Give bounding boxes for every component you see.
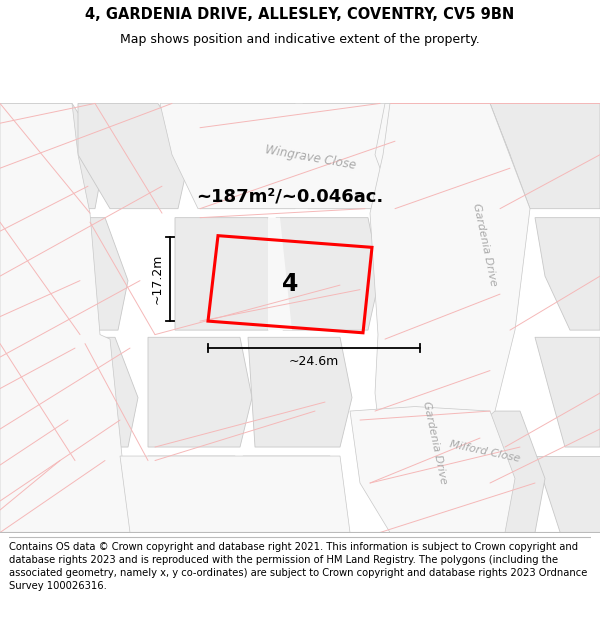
Text: ~24.6m: ~24.6m: [289, 355, 339, 368]
Polygon shape: [48, 456, 130, 532]
Polygon shape: [420, 411, 545, 532]
Polygon shape: [0, 103, 133, 532]
Polygon shape: [276, 217, 380, 330]
Polygon shape: [78, 103, 190, 209]
Polygon shape: [243, 456, 340, 532]
Polygon shape: [160, 103, 500, 209]
Text: Wingrave Close: Wingrave Close: [263, 143, 356, 172]
Polygon shape: [120, 456, 350, 532]
Text: 4, GARDENIA DRIVE, ALLESLEY, COVENTRY, CV5 9BN: 4, GARDENIA DRIVE, ALLESLEY, COVENTRY, C…: [85, 7, 515, 22]
Polygon shape: [535, 338, 600, 447]
Polygon shape: [370, 103, 530, 483]
Polygon shape: [0, 103, 105, 209]
Text: Contains OS data © Crown copyright and database right 2021. This information is : Contains OS data © Crown copyright and d…: [9, 542, 587, 591]
Polygon shape: [200, 103, 310, 209]
Polygon shape: [535, 456, 600, 532]
Text: ~17.2m: ~17.2m: [151, 254, 163, 304]
Polygon shape: [268, 217, 292, 330]
Text: ~187m²/~0.046ac.: ~187m²/~0.046ac.: [196, 188, 383, 206]
Polygon shape: [303, 103, 395, 209]
Polygon shape: [0, 456, 60, 532]
Text: Gardenia Drive: Gardenia Drive: [421, 400, 449, 485]
Polygon shape: [148, 338, 252, 447]
Polygon shape: [0, 217, 55, 330]
Text: 4: 4: [282, 272, 298, 296]
Text: Map shows position and indicative extent of the property.: Map shows position and indicative extent…: [120, 34, 480, 46]
Polygon shape: [50, 338, 138, 447]
Polygon shape: [535, 217, 600, 330]
Polygon shape: [175, 217, 280, 330]
Text: Gardenia Drive: Gardenia Drive: [472, 202, 499, 287]
Text: Milford Close: Milford Close: [449, 439, 521, 464]
Polygon shape: [350, 407, 515, 532]
Polygon shape: [38, 217, 128, 330]
Polygon shape: [248, 338, 352, 447]
Polygon shape: [375, 103, 510, 209]
Polygon shape: [490, 103, 600, 209]
Polygon shape: [148, 456, 245, 532]
Polygon shape: [0, 338, 65, 447]
